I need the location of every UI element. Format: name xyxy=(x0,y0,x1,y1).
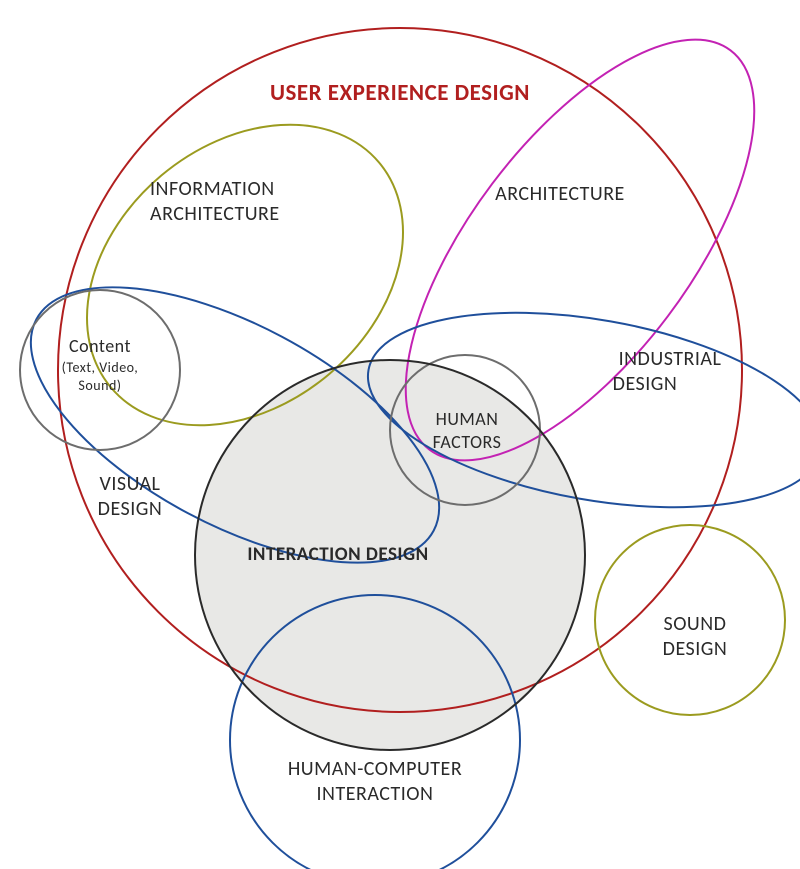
ux-venn-diagram: USER EXPERIENCE DESIGN INFORMATION ARCHI… xyxy=(0,0,800,869)
interaction-label: INTERACTION DESIGN xyxy=(247,543,428,566)
visual-label-1: VISUAL xyxy=(100,472,161,496)
hci-label-1: HUMAN-COMPUTER xyxy=(288,757,462,781)
sound-label-2: DESIGN xyxy=(663,637,728,661)
industrial-label-2: DESIGN xyxy=(613,372,678,396)
human-factors-label-2: FACTORS xyxy=(433,431,502,453)
content-label-3: Sound) xyxy=(78,377,121,394)
human-factors-label-1: HUMAN xyxy=(436,408,499,430)
hci-label-2: INTERACTION xyxy=(317,782,434,806)
ux-label: USER EXPERIENCE DESIGN xyxy=(270,79,530,107)
industrial-label-1: INDUSTRIAL xyxy=(619,347,722,371)
content-label-2: (Text, Video, xyxy=(62,359,139,376)
info-arch-label-1: INFORMATION xyxy=(150,177,275,201)
visual-label-2: DESIGN xyxy=(98,497,163,521)
content-label-1: Content xyxy=(69,335,131,357)
sound-label-1: SOUND xyxy=(664,612,727,636)
architecture-label: ARCHITECTURE xyxy=(495,182,625,206)
info-arch-label-2: ARCHITECTURE xyxy=(150,202,280,226)
